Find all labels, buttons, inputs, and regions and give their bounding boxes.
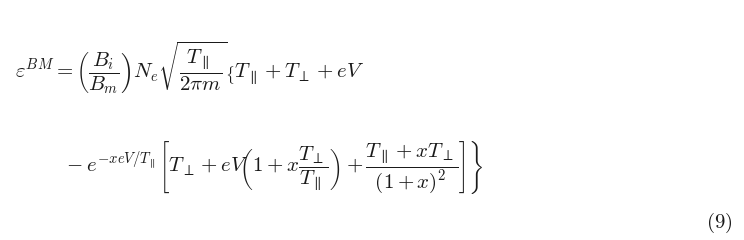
Text: $(9)$: $(9)$	[706, 211, 733, 235]
Text: $\left.-e^{-xeV/T_{\parallel}} \left[ T_{\perp} + eV\!\left(1 + x\dfrac{T_{\perp: $\left.-e^{-xeV/T_{\parallel}} \left[ T_…	[63, 139, 483, 197]
Text: $\varepsilon^{BM} = \left(\dfrac{B_i}{B_m}\right) N_e \sqrt{\dfrac{T_{\parallel}: $\varepsilon^{BM} = \left(\dfrac{B_i}{B_…	[15, 39, 364, 96]
